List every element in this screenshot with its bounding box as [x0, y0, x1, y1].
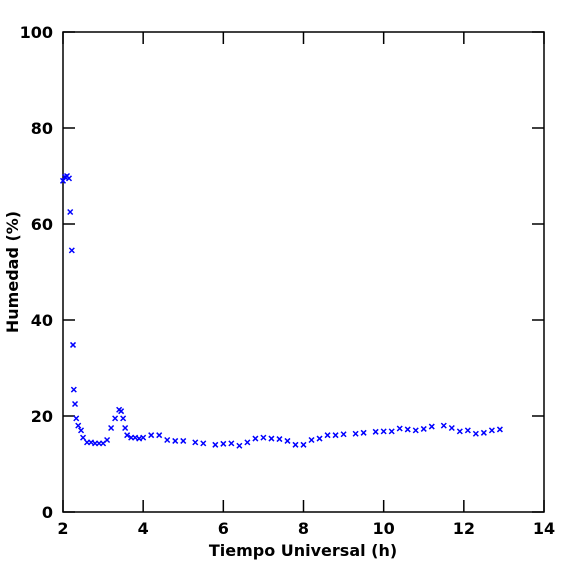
x-tick-label: 6: [218, 519, 229, 538]
point: [448, 424, 455, 432]
point: [284, 437, 291, 444]
point: [73, 415, 80, 422]
point: [200, 440, 207, 447]
point: [228, 440, 235, 447]
point: [420, 425, 427, 432]
point: [108, 424, 115, 432]
point: [180, 437, 187, 444]
point: [236, 442, 243, 449]
point: [112, 415, 119, 422]
point: [118, 408, 125, 415]
point: [488, 427, 495, 434]
y-tick-label: 80: [31, 119, 53, 138]
point: [120, 415, 127, 422]
y-tick-label: 60: [31, 215, 53, 234]
y-axis-label: Humedad (%): [3, 211, 22, 333]
point: [388, 428, 395, 435]
point: [260, 434, 267, 441]
point: [472, 430, 479, 437]
point: [220, 440, 227, 447]
point: [104, 436, 111, 444]
y-tick-label: 0: [42, 503, 53, 522]
point: [212, 441, 219, 448]
point: [308, 436, 315, 444]
point: [78, 427, 85, 434]
x-tick-label: 14: [533, 519, 555, 538]
point: [464, 427, 471, 434]
point: [332, 432, 339, 439]
point: [172, 437, 179, 444]
y-tick-label: 100: [20, 23, 53, 42]
point: [80, 434, 87, 441]
x-tick-label: 10: [373, 519, 395, 538]
point: [68, 247, 75, 254]
point: [65, 175, 73, 182]
point: [67, 208, 74, 216]
point: [360, 429, 367, 436]
point: [164, 436, 171, 444]
point: [268, 435, 275, 442]
x-tick-label: 8: [298, 519, 309, 538]
point: [69, 341, 77, 348]
point: [340, 431, 347, 438]
point: [300, 441, 307, 448]
x-tick-label: 4: [138, 519, 149, 538]
point: [124, 432, 131, 439]
point: [122, 424, 129, 432]
point: [428, 423, 435, 430]
point: [380, 428, 387, 435]
point: [244, 439, 251, 446]
point: [456, 428, 463, 435]
point: [148, 432, 155, 439]
point: [192, 439, 199, 446]
y-tick-label: 20: [31, 407, 53, 426]
point: [75, 422, 82, 429]
point: [404, 426, 411, 433]
point: [352, 430, 359, 437]
point: [396, 425, 403, 432]
point: [71, 400, 79, 408]
point: [59, 177, 67, 184]
point: [252, 435, 259, 442]
point: [156, 432, 163, 439]
point: [140, 434, 147, 441]
point: [496, 426, 503, 433]
point: [324, 432, 331, 439]
point: [480, 429, 487, 436]
x-axis-label: Tiempo Universal (h): [209, 541, 397, 560]
point: [372, 428, 379, 435]
plot-frame: [62, 31, 545, 513]
point: [70, 386, 77, 393]
point: [292, 441, 299, 448]
point: [412, 427, 419, 434]
y-tick-label: 40: [31, 311, 53, 330]
point: [440, 422, 447, 429]
point: [276, 436, 283, 443]
x-tick-label: 12: [453, 519, 475, 538]
point: [316, 435, 323, 442]
x-tick-label: 2: [57, 519, 68, 538]
